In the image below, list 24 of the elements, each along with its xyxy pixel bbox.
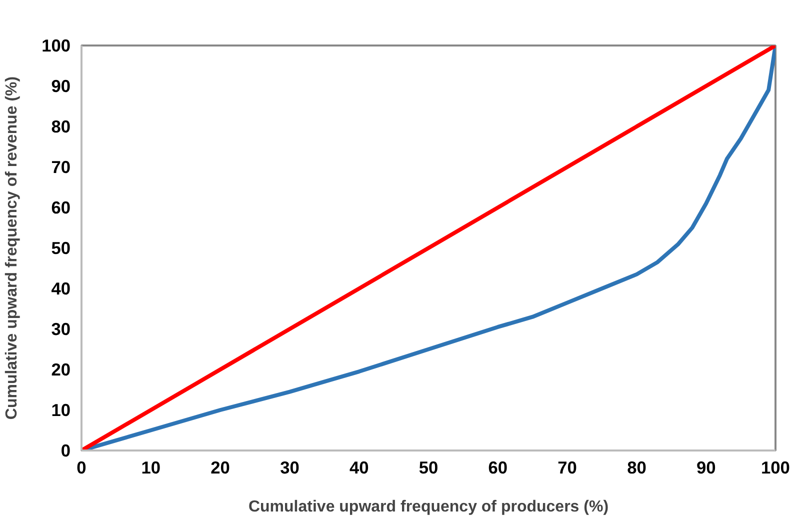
y-tick-label: 70 [51, 157, 71, 177]
x-tick-label: 70 [558, 458, 577, 478]
x-tick-label: 80 [627, 458, 646, 478]
x-tick-label: 0 [76, 458, 86, 478]
y-tick-label: 30 [51, 319, 71, 339]
x-tick-label: 10 [141, 458, 161, 478]
y-tick-label: 20 [51, 360, 71, 380]
y-tick-label: 50 [51, 238, 71, 258]
x-tick-label: 60 [488, 458, 508, 478]
y-tick-label: 40 [51, 278, 71, 298]
y-tick-label: 10 [51, 400, 71, 420]
x-tick-label: 100 [761, 458, 790, 478]
x-tick-label: 20 [210, 458, 230, 478]
y-tick-label: 0 [60, 440, 71, 460]
y-tick-label: 100 [42, 36, 71, 56]
y-axis-title: Cumulative upward frequency of revenue (%) [4, 76, 21, 420]
x-tick-label: 50 [418, 458, 438, 478]
y-tick-label: 80 [51, 116, 71, 136]
x-tick-label: 40 [349, 458, 369, 478]
x-tick-label: 90 [696, 458, 716, 478]
y-tick-label: 90 [51, 76, 71, 96]
y-tick-label: 60 [51, 198, 71, 218]
x-axis-title: Cumulative upward frequency of producers (%) [248, 498, 609, 516]
x-tick-label: 30 [280, 458, 300, 478]
